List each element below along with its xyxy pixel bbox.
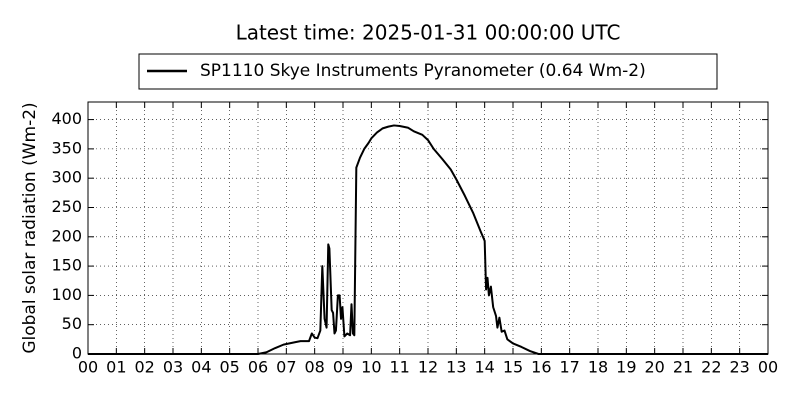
x-tick-label: 23 [729, 358, 749, 377]
x-tick-label: 00 [758, 358, 778, 377]
x-tick-label: 04 [191, 358, 211, 377]
x-tick-label: 08 [304, 358, 324, 377]
x-tick-label: 15 [503, 358, 523, 377]
x-tick-label: 16 [531, 358, 551, 377]
x-tick-label: 10 [361, 358, 381, 377]
x-tick-label: 03 [163, 358, 183, 377]
x-tick-label: 19 [616, 358, 636, 377]
y-tick-label: 0 [72, 344, 82, 363]
data-line [88, 124, 768, 355]
x-tick-label: 06 [248, 358, 268, 377]
x-tick-label: 12 [418, 358, 438, 377]
y-tick-label: 300 [51, 168, 82, 187]
y-tick-label: 200 [51, 226, 82, 245]
x-tick-label: 14 [474, 358, 494, 377]
legend-label: SP1110 Skye Instruments Pyranometer (0.6… [200, 61, 646, 81]
x-tick-label: 05 [219, 358, 239, 377]
x-tick-label: 18 [588, 358, 608, 377]
y-tick-label: 250 [51, 197, 82, 216]
legend-box [138, 53, 718, 90]
x-tick-label: 21 [673, 358, 693, 377]
y-tick-label: 100 [51, 285, 82, 304]
y-axis-label: Global solar radiation (Wm-2) [20, 102, 40, 353]
y-tick-label: 400 [51, 109, 82, 128]
x-tick-label: 22 [701, 358, 721, 377]
x-tick-label: 11 [389, 358, 409, 377]
x-tick-label: 17 [559, 358, 579, 377]
plot-frame [87, 101, 769, 355]
chart-title: Latest time: 2025-01-31 00:00:00 UTC [236, 21, 621, 45]
y-tick-label: 150 [51, 256, 82, 275]
x-tick-label: 01 [106, 358, 126, 377]
y-tick-label: 350 [51, 138, 82, 157]
x-tick-label: 09 [333, 358, 353, 377]
x-tick-label: 13 [446, 358, 466, 377]
y-tick-label: 50 [62, 314, 82, 333]
x-tick-label: 00 [78, 358, 98, 377]
x-tick-label: 07 [276, 358, 296, 377]
x-tick-label: 02 [134, 358, 154, 377]
x-tick-label: 20 [644, 358, 664, 377]
